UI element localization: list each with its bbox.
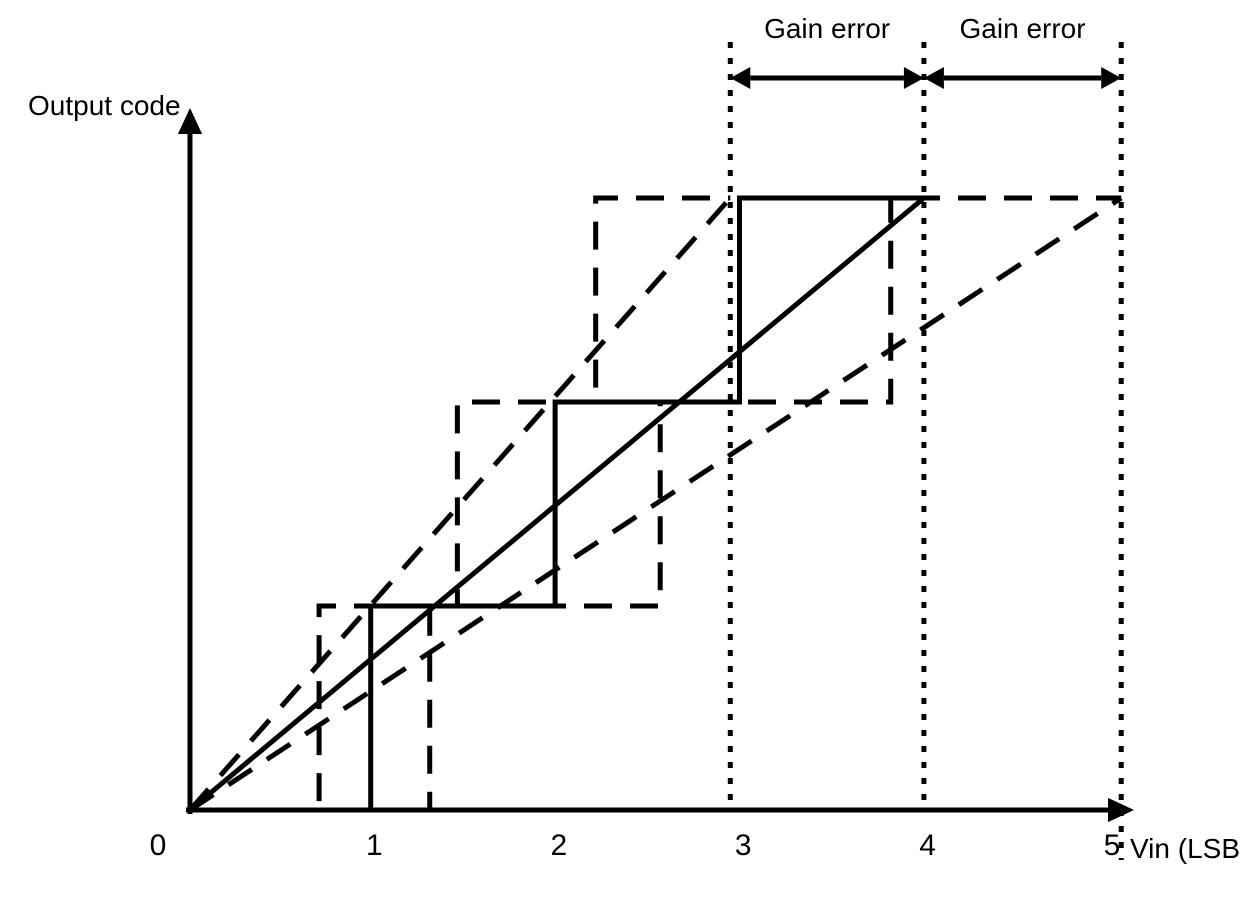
gain-error-label-right: Gain error [960, 13, 1086, 44]
arrowhead-left-icon [730, 67, 750, 89]
x-tick-5: 5 [1104, 829, 1121, 862]
y-axis-label: Output code [28, 90, 181, 121]
origin-label: 0 [150, 829, 167, 862]
arrowhead-left-icon [924, 67, 944, 89]
arrowhead-right-icon [904, 67, 924, 89]
dashed-staircases [190, 198, 1121, 810]
x-axis-label: Vin (LSB) [1130, 833, 1240, 864]
gain-error-arrows [730, 67, 1121, 89]
y-axis-arrowhead-icon [178, 108, 202, 134]
x-tick-3: 3 [735, 829, 752, 862]
arrowhead-right-icon [1101, 67, 1121, 89]
axes [178, 108, 1134, 822]
gain-error-label-left: Gain error [764, 13, 890, 44]
gain-error-chart: Gain error Gain error Output code 0 1 2 3 4 5 Vin… [0, 0, 1240, 905]
x-tick-4: 4 [919, 829, 936, 862]
x-tick-1: 1 [366, 829, 383, 862]
x-axis-arrowhead-icon [1108, 798, 1134, 822]
vertical-dotted-guides [730, 42, 1121, 860]
x-tick-2: 2 [550, 829, 567, 862]
ideal-line-and-steps [190, 198, 924, 810]
ideal-transfer-line [190, 198, 924, 810]
dashed-transfer-line [190, 198, 730, 810]
dashed-transfer-line [190, 198, 1121, 810]
